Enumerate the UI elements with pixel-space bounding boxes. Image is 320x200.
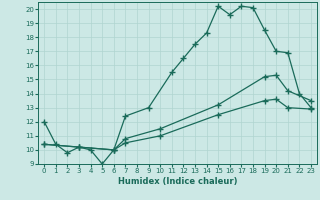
X-axis label: Humidex (Indice chaleur): Humidex (Indice chaleur): [118, 177, 237, 186]
